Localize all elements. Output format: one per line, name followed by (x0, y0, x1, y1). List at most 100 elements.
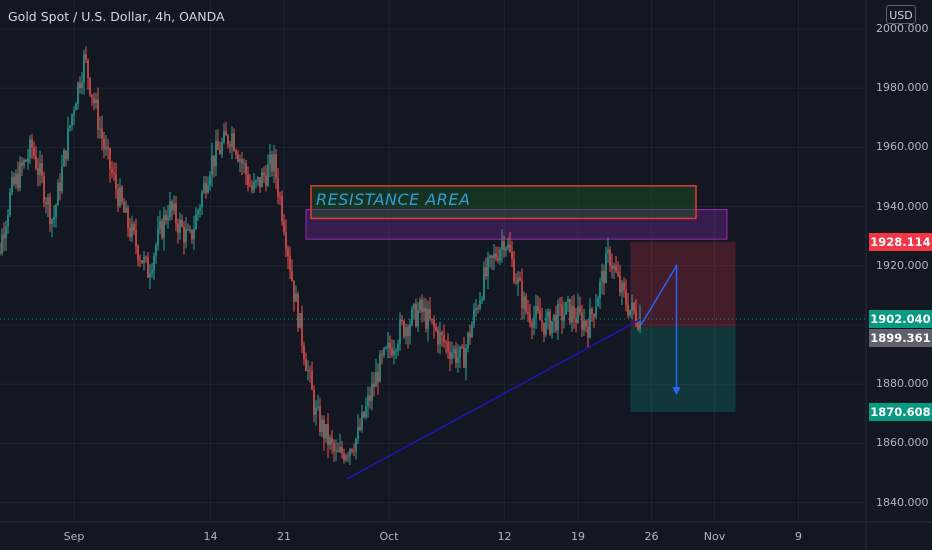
candle-body (17, 173, 19, 189)
candle-body (157, 228, 159, 246)
candle-body (383, 348, 385, 356)
candle-body (449, 351, 451, 359)
candle-body (381, 353, 383, 356)
candle-body (523, 296, 525, 309)
candle-body (299, 313, 301, 328)
candle-body (411, 308, 413, 325)
last-price-tag: 1902.040 (869, 309, 932, 328)
candle-body (491, 255, 493, 258)
candle-body (547, 311, 549, 318)
candle-body (447, 342, 449, 352)
candle-body (595, 306, 597, 317)
candle-body (221, 142, 223, 154)
candle-body (327, 424, 329, 446)
candle-body (607, 249, 609, 253)
candle-body (135, 230, 137, 247)
candle-body (195, 214, 197, 230)
candle-body (473, 309, 475, 325)
candle-body (161, 221, 163, 238)
candle-body (481, 298, 483, 301)
candle-body (281, 196, 283, 222)
candle-body (611, 265, 613, 269)
candle-body (95, 99, 97, 104)
candle-body (357, 426, 359, 439)
candle-body (313, 389, 315, 416)
candle-body (589, 309, 591, 338)
trendline (346, 318, 642, 480)
candle-body (121, 187, 123, 203)
candle-body (475, 307, 477, 310)
candle-body (109, 148, 111, 170)
candle-body (151, 270, 153, 274)
candle-body (103, 138, 105, 149)
candle-body (189, 229, 191, 231)
candle-body (515, 282, 517, 284)
candle-body (441, 332, 443, 336)
candle-body (553, 314, 555, 321)
projection-path (640, 263, 678, 394)
candle-body (267, 164, 269, 186)
candle-body (117, 188, 119, 206)
candle-body (339, 447, 341, 452)
candle-body (209, 175, 211, 185)
candle-body (615, 265, 617, 272)
candle-body (561, 304, 563, 321)
candle-body (45, 202, 47, 205)
candle-body (517, 277, 519, 284)
candle-body (367, 395, 369, 407)
candle-body (471, 324, 473, 338)
candle-body (331, 437, 333, 444)
candle-body (317, 406, 319, 408)
candle-body (279, 196, 281, 198)
candle-body (243, 163, 245, 165)
candle-body (581, 312, 583, 330)
candle-body (307, 369, 309, 372)
candle-body (171, 201, 173, 211)
candle-body (349, 449, 351, 456)
candle-body (35, 155, 37, 169)
candle-body (359, 426, 361, 430)
candle-body (417, 310, 419, 327)
candle-body (509, 244, 511, 252)
candle-body (141, 260, 143, 264)
candle-body (445, 342, 447, 344)
candle-body (237, 154, 239, 162)
candle-body (503, 241, 505, 251)
candle-body (139, 260, 141, 262)
candle-body (521, 280, 523, 309)
candle-body (579, 306, 581, 313)
candle-body (25, 160, 27, 162)
candle-body (251, 185, 253, 191)
currency-button[interactable]: USD (886, 5, 916, 24)
candle-body (9, 192, 11, 215)
candle-body (119, 187, 121, 206)
candle-body (329, 437, 331, 446)
candle-body (277, 178, 279, 197)
candle-body (83, 54, 85, 83)
candle-body (551, 320, 553, 334)
candle-body (535, 306, 537, 317)
candle-body (105, 147, 107, 149)
candle-body (181, 219, 183, 227)
candle-body (63, 150, 65, 167)
candle-body (93, 97, 95, 104)
candle-body (373, 383, 375, 387)
candle-body (585, 320, 587, 327)
candle-body (143, 256, 145, 264)
target-price-tag: 1870.608 (869, 403, 932, 421)
candle-body (301, 313, 303, 345)
candle-body (343, 453, 345, 461)
resistance-zone (310, 185, 697, 220)
y-tick-label: 2000.000 (876, 22, 929, 35)
candle-body (13, 176, 15, 185)
candle-body (207, 184, 209, 193)
candle-body (51, 219, 53, 224)
candle-body (573, 306, 575, 319)
candle-body (217, 141, 219, 150)
candle-body (125, 207, 127, 213)
candle-body (261, 172, 263, 187)
candle-body (201, 192, 203, 208)
candle-body (541, 320, 543, 323)
candle-body (397, 343, 399, 351)
